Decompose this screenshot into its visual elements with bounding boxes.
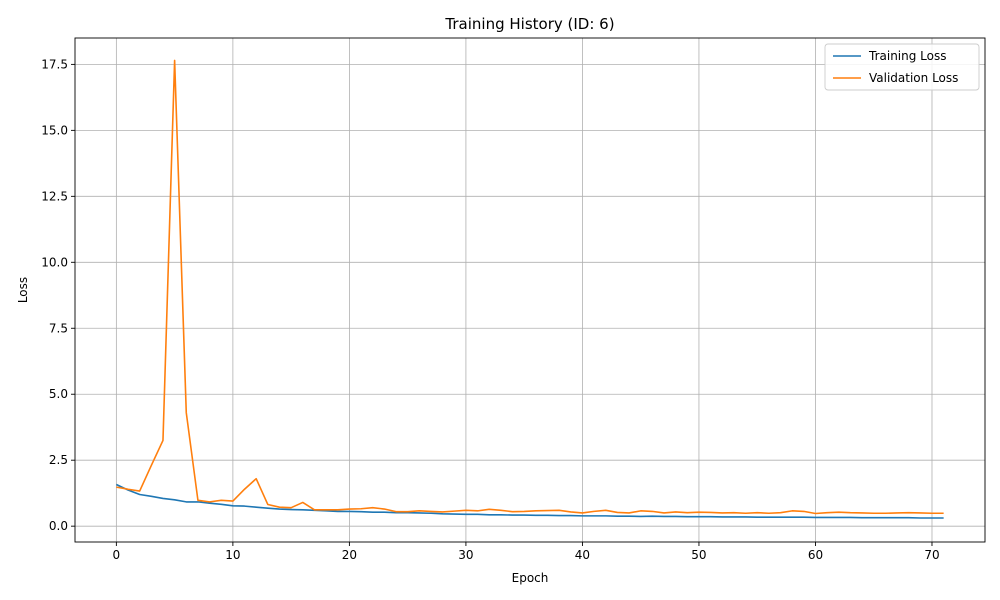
x-tick-label: 30 <box>458 548 473 562</box>
legend: Training Loss Validation Loss <box>824 43 980 91</box>
x-tick-label: 70 <box>924 548 939 562</box>
x-axis-label: Epoch <box>512 571 549 585</box>
x-tick-label: 50 <box>691 548 706 562</box>
y-tick-label: 7.5 <box>49 321 68 335</box>
y-axis-label: Loss <box>16 277 30 303</box>
y-tick-label: 2.5 <box>49 453 68 467</box>
series-line-training-loss <box>116 483 944 519</box>
legend-label-training-loss: Training Loss <box>868 49 946 63</box>
y-tick-label: 5.0 <box>49 387 68 401</box>
series-lines <box>116 59 944 519</box>
x-tick-label: 0 <box>113 548 121 562</box>
x-tick-label: 10 <box>225 548 240 562</box>
legend-label-validation-loss: Validation Loss <box>869 71 958 85</box>
y-tick-label: 17.5 <box>41 57 68 71</box>
y-tick-label: 15.0 <box>41 123 68 137</box>
series-line-validation-loss <box>116 59 944 515</box>
plot-area-frame <box>74 37 986 543</box>
legend-box <box>824 43 980 91</box>
grid <box>75 38 985 542</box>
y-tick-label: 0.0 <box>49 519 68 533</box>
x-tick-label: 20 <box>342 548 357 562</box>
y-tick-label: 12.5 <box>41 189 68 203</box>
y-axis-ticks: 0.0 2.5 5.0 7.5 10.0 12.5 15.0 17.5 <box>41 57 75 533</box>
y-tick-label: 10.0 <box>41 255 68 269</box>
chart-title: Training History (ID: 6) <box>444 15 614 33</box>
x-tick-label: 60 <box>808 548 823 562</box>
x-tick-label: 40 <box>575 548 590 562</box>
x-axis-ticks: 0 10 20 30 40 50 60 70 <box>113 542 940 562</box>
